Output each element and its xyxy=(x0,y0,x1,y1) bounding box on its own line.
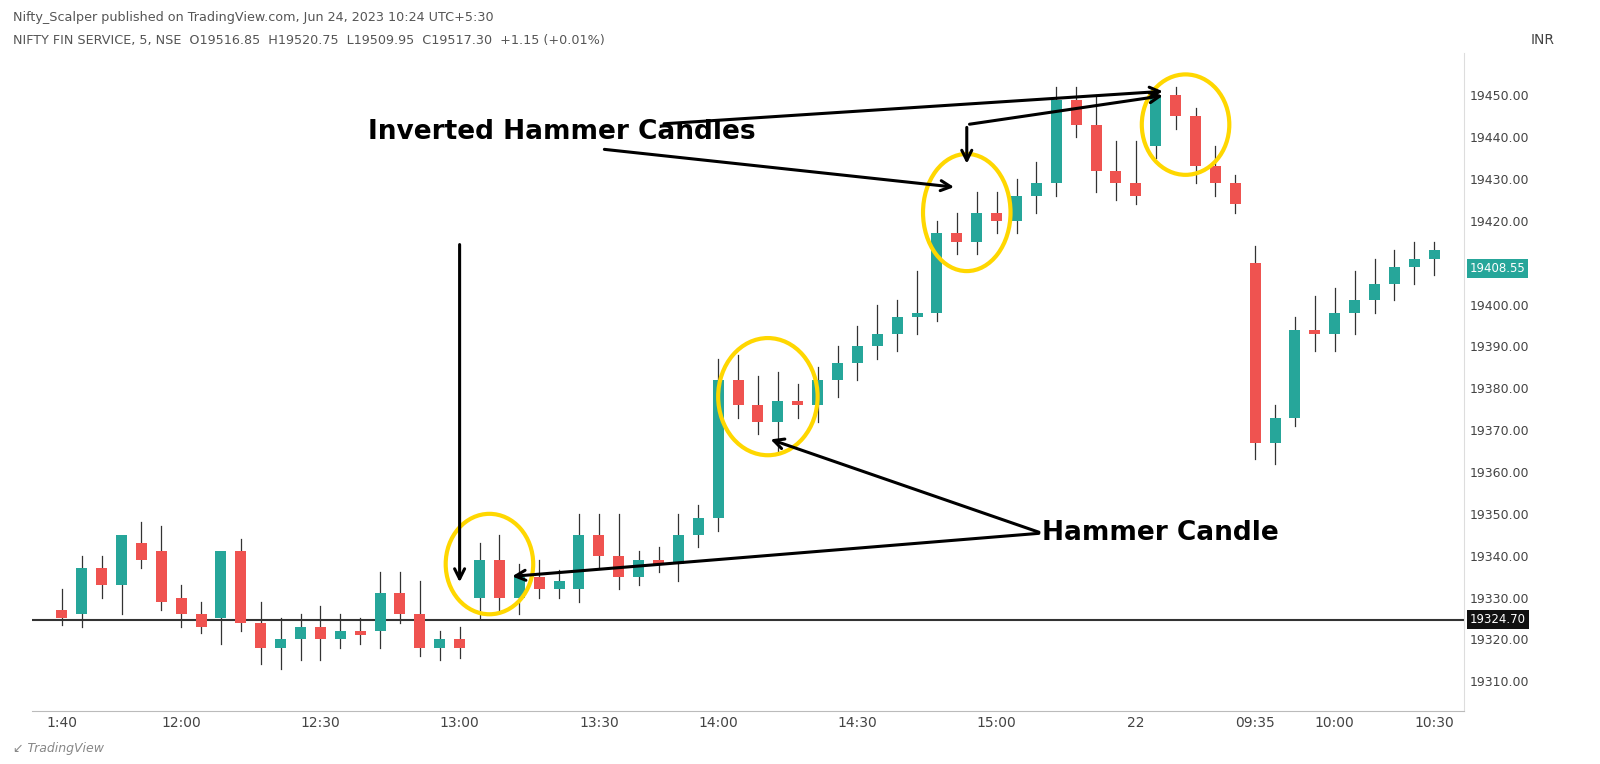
Bar xyxy=(414,614,426,648)
Bar xyxy=(1130,183,1141,196)
Bar xyxy=(573,535,584,589)
Bar xyxy=(434,639,445,648)
Bar xyxy=(1051,99,1062,183)
Bar xyxy=(176,597,187,614)
Bar xyxy=(1429,250,1440,258)
Bar xyxy=(294,626,306,639)
Bar xyxy=(1330,313,1341,334)
Bar xyxy=(77,568,86,614)
Bar xyxy=(155,552,166,602)
Bar xyxy=(474,560,485,597)
Bar xyxy=(1370,283,1379,300)
Bar xyxy=(1070,99,1082,125)
Bar xyxy=(733,380,744,405)
Bar xyxy=(1389,267,1400,283)
Bar xyxy=(216,552,227,618)
Bar xyxy=(1091,125,1101,170)
Bar xyxy=(1269,418,1280,442)
Bar xyxy=(235,552,246,623)
Bar xyxy=(674,535,683,564)
Bar xyxy=(634,560,645,577)
Bar xyxy=(1110,170,1122,183)
Bar xyxy=(891,317,902,334)
Bar xyxy=(554,581,565,589)
Bar xyxy=(1290,330,1301,418)
Bar xyxy=(195,614,206,626)
Bar xyxy=(117,535,126,585)
Text: 19408.55: 19408.55 xyxy=(1469,262,1525,275)
Bar xyxy=(494,560,506,597)
Bar xyxy=(653,560,664,564)
Bar xyxy=(712,380,723,518)
Bar xyxy=(334,631,346,639)
Bar xyxy=(136,543,147,560)
Text: INR: INR xyxy=(1531,33,1555,47)
Bar xyxy=(971,212,982,241)
Bar xyxy=(813,380,822,405)
Bar xyxy=(1030,183,1042,196)
Bar xyxy=(792,401,803,405)
Bar xyxy=(1230,183,1240,204)
Text: NIFTY FIN SERVICE, 5, NSE  O19516.85  H19520.75  L19509.95  C19517.30  +1.15 (+0: NIFTY FIN SERVICE, 5, NSE O19516.85 H195… xyxy=(13,34,605,47)
Bar xyxy=(832,363,843,380)
Bar xyxy=(1170,96,1181,116)
Bar xyxy=(952,234,962,241)
Bar xyxy=(1011,196,1022,221)
Text: Nifty_Scalper published on TradingView.com, Jun 24, 2023 10:24 UTC+5:30: Nifty_Scalper published on TradingView.c… xyxy=(13,11,493,24)
Bar xyxy=(1410,258,1419,267)
Bar xyxy=(256,623,266,648)
Bar xyxy=(1210,167,1221,183)
Bar xyxy=(1150,96,1162,146)
Bar xyxy=(534,577,544,589)
Bar xyxy=(514,577,525,597)
Bar xyxy=(355,631,366,635)
Bar xyxy=(594,535,605,555)
Bar xyxy=(454,639,466,648)
Bar xyxy=(752,405,763,422)
Bar xyxy=(912,313,923,317)
Bar xyxy=(693,518,704,535)
Bar xyxy=(990,212,1002,221)
Bar xyxy=(613,555,624,577)
Bar xyxy=(773,401,784,422)
Bar xyxy=(96,568,107,585)
Bar xyxy=(56,610,67,618)
Bar xyxy=(1349,300,1360,313)
Text: 19324.70: 19324.70 xyxy=(1469,613,1525,626)
Bar xyxy=(275,639,286,648)
Text: Inverted Hammer Candles: Inverted Hammer Candles xyxy=(368,119,755,145)
Text: ↙ TradingView: ↙ TradingView xyxy=(13,742,104,755)
Bar xyxy=(931,234,942,313)
Bar xyxy=(1309,330,1320,334)
Bar xyxy=(374,594,386,631)
Text: Hammer Candle: Hammer Candle xyxy=(1042,520,1278,546)
Bar xyxy=(395,594,405,614)
Bar xyxy=(1250,263,1261,442)
Bar xyxy=(851,346,862,363)
Bar xyxy=(1190,116,1202,167)
Bar xyxy=(315,626,326,639)
Bar xyxy=(872,334,883,346)
